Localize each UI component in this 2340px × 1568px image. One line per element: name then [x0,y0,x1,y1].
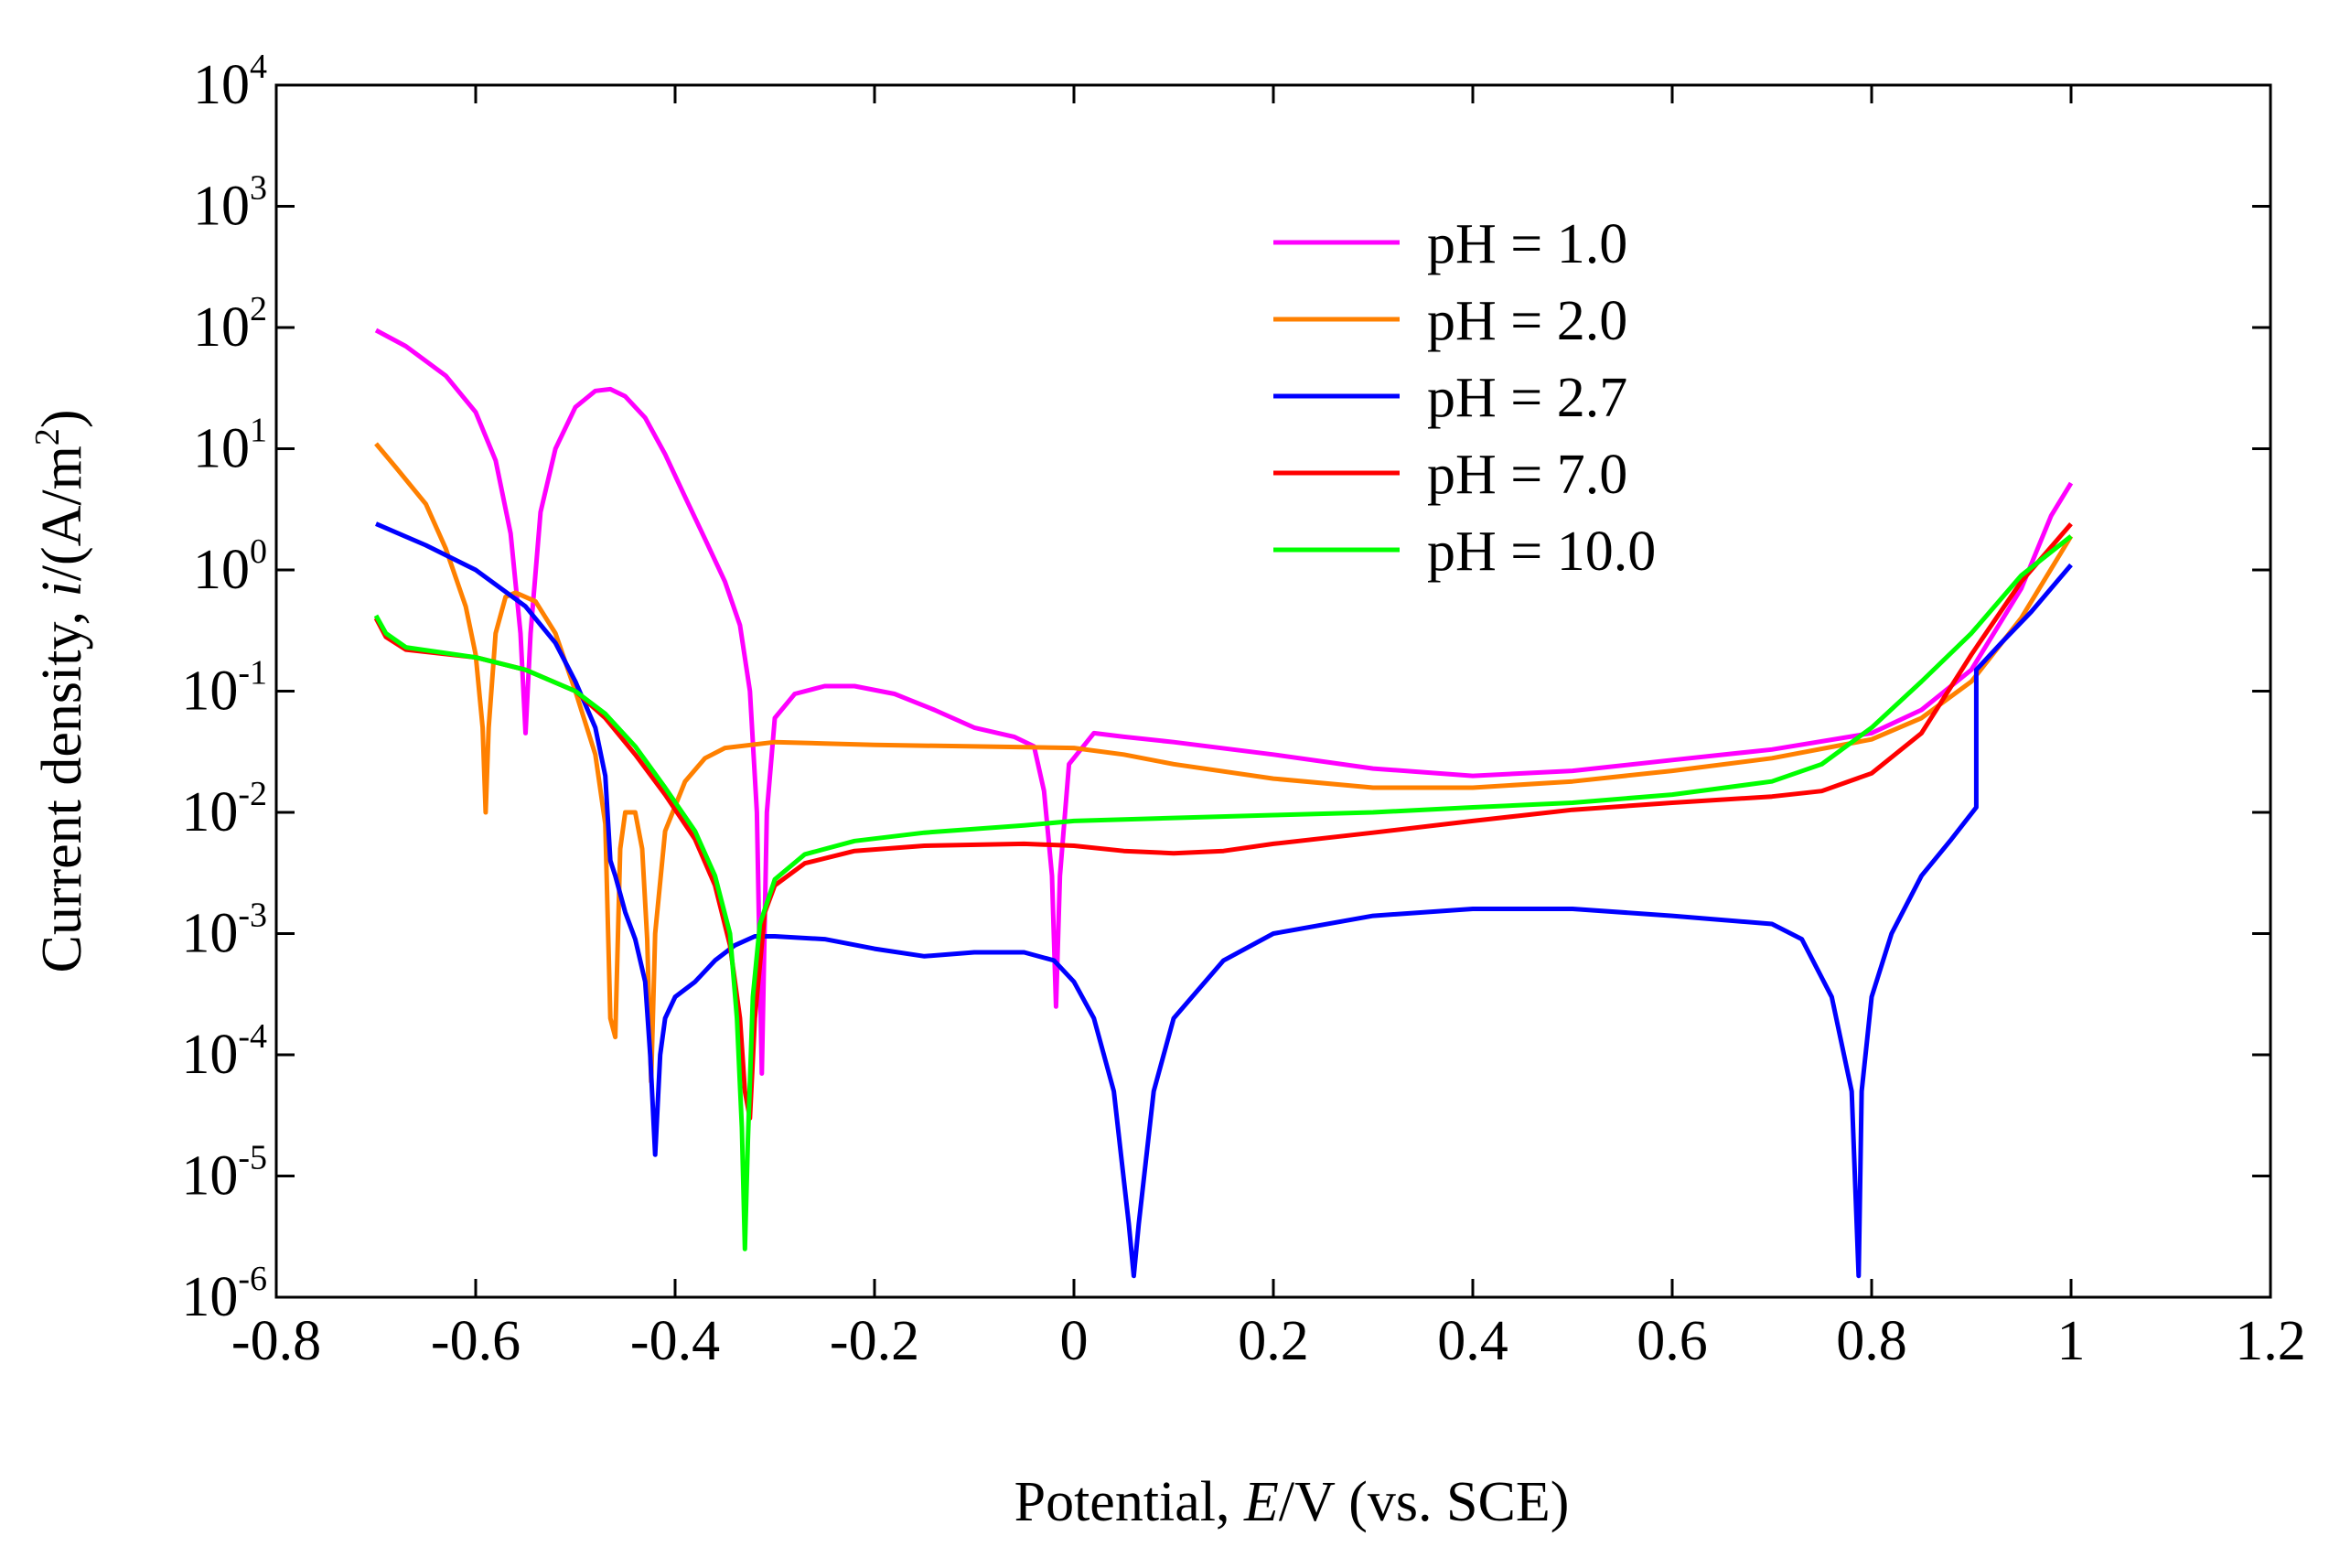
legend-label-1: pH = 1.0 [1427,213,1627,275]
y-tick-exponent: 4 [250,48,267,86]
y-tick-label: 101 [193,412,267,480]
x-axis-title: Potential, E/V (vs. SCE) [1014,1471,1570,1533]
y-tick-exponent: 0 [250,532,267,571]
x-tick-label: 0.4 [1437,1310,1508,1372]
y-axis-title: Current density, i/(A/m2) [28,410,93,973]
x-axis-title-part2: /V (vs. SCE) [1279,1471,1570,1533]
y-tick-exponent: -2 [238,775,267,813]
y-tick-base: 10 [181,660,238,723]
y-tick-base: 10 [193,418,250,480]
series-group [373,328,2074,1279]
x-tick-labels: -0.8 -0.6 -0.4 -0.2 0 0.2 0.4 0.6 0.8 1 1.2 [231,1310,2306,1372]
legend-label-3: pH = 2.7 [1427,367,1627,429]
y-tick-label: 10-1 [181,654,267,723]
y-tick-exponent: 1 [250,412,267,450]
y-tick-base: 10 [193,54,250,116]
y-tick-base: 10 [193,296,250,359]
y-tick-label: 103 [193,169,267,238]
y-axis-title-var: i [31,581,93,596]
y-tick-base: 10 [193,176,250,238]
x-tick-label: 0.8 [1836,1310,1907,1372]
x-tick-label: -0.8 [231,1310,321,1372]
y-tick-exponent: -6 [238,1260,267,1298]
y-tick-exponent: -4 [238,1017,267,1056]
y-tick-label: 10-3 [181,897,267,965]
y-tick-exponent: -3 [238,897,267,935]
y-axis-title-part2: /(A/m [31,446,93,581]
x-tick-label: 0.6 [1637,1310,1708,1372]
y-tick-label: 104 [193,48,267,116]
y-tick-label: 100 [193,532,267,601]
x-axis-title-var: E [1243,1471,1279,1533]
y-tick-label: 10-4 [181,1017,267,1086]
y-axis-title-part3: ) [31,410,93,429]
x-tick-label: -0.4 [630,1310,720,1372]
legend: pH = 1.0 pH = 2.0 pH = 2.7 pH = 7.0 pH = 10.… [1273,213,1656,583]
y-tick-exponent: 2 [250,290,267,328]
y-tick-label: 10-6 [181,1260,267,1328]
y-tick-base: 10 [181,1024,238,1086]
legend-label-5: pH = 10.0 [1427,521,1656,583]
tick-marks [274,83,2272,1299]
series-line-4 [373,521,2073,1121]
legend-label-4: pH = 7.0 [1427,444,1627,506]
x-axis-title-part1: Potential, [1014,1471,1244,1533]
series-line-5 [373,534,2073,1251]
x-tick-label: -0.6 [431,1310,521,1372]
y-tick-base: 10 [181,781,238,843]
x-tick-label: 1 [2057,1310,2086,1372]
y-tick-label: 102 [193,290,267,359]
y-tick-exponent: -1 [238,654,267,693]
y-tick-base: 10 [181,903,238,965]
y-axis-title-superscript: 2 [28,428,67,446]
y-tick-exponent: -5 [238,1139,267,1177]
y-tick-exponent: 3 [250,169,267,208]
series-line-1 [374,328,2074,1076]
x-tick-label: 0 [1060,1310,1089,1372]
y-axis-title-part1: Current density, [31,597,93,973]
y-tick-label: 10-2 [181,775,267,843]
x-tick-label: 0.2 [1238,1310,1309,1372]
y-tick-label: 10-5 [181,1139,267,1208]
series-line-3 [375,521,2073,1279]
y-tick-base: 10 [193,539,250,601]
x-tick-label: 1.2 [2235,1310,2306,1372]
y-tick-base: 10 [181,1266,238,1328]
x-tick-label: -0.2 [830,1310,919,1372]
y-tick-base: 10 [181,1145,238,1208]
legend-label-2: pH = 2.0 [1427,290,1627,352]
